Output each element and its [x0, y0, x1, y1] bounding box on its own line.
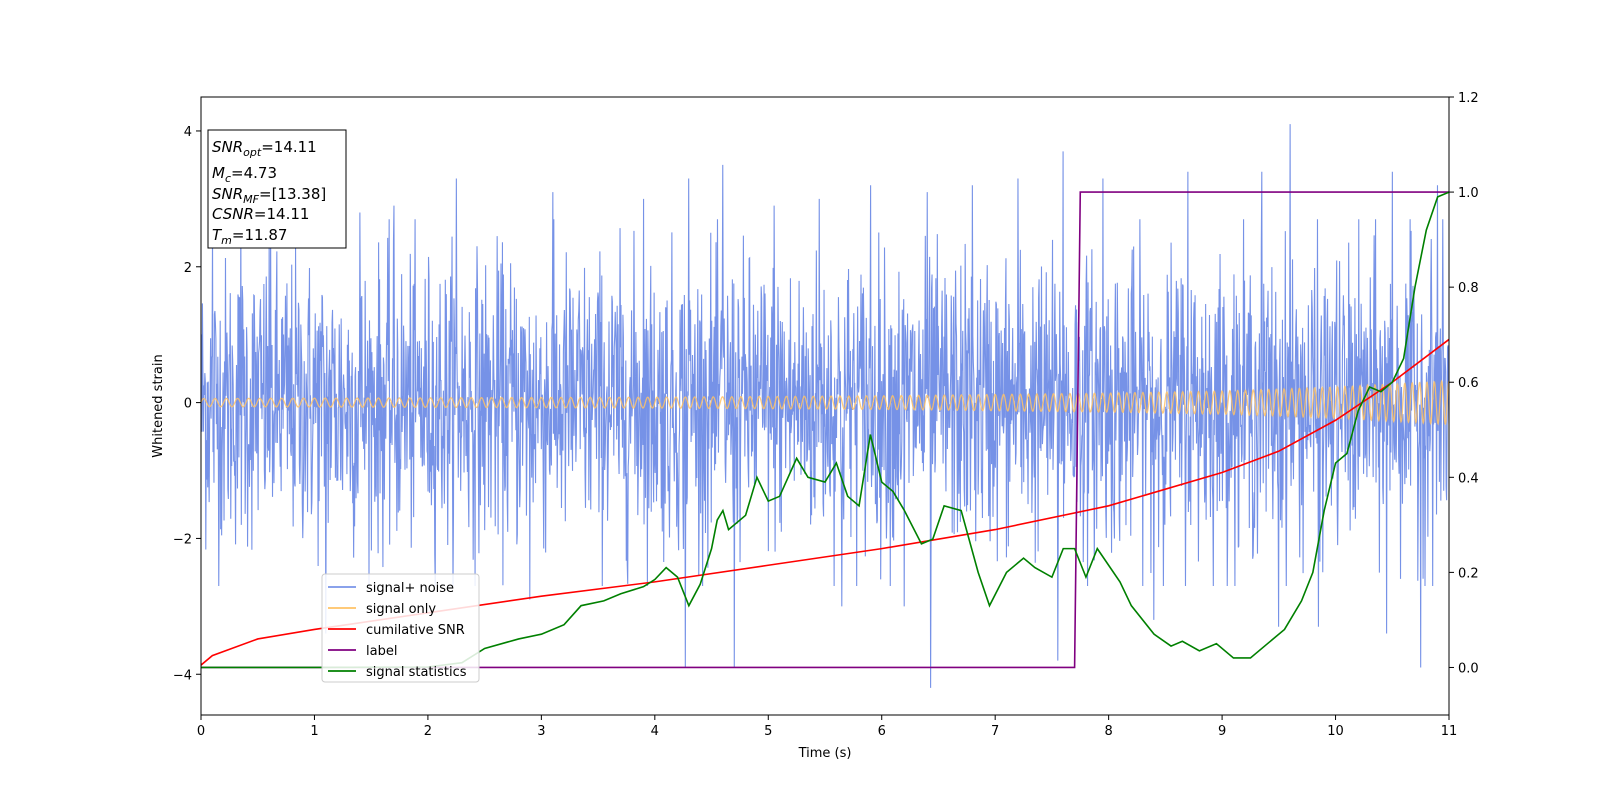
y-axis-label-left: Whitened strain — [151, 354, 166, 457]
y-tick-label-right: 0.8 — [1458, 281, 1479, 296]
legend-entry: signal+ noise — [366, 581, 454, 596]
x-tick-label: 6 — [878, 724, 886, 739]
info-mc: Mc=4.73 — [212, 164, 277, 185]
x-tick-label: 2 — [424, 724, 432, 739]
plot-frame — [200, 96, 1450, 716]
x-tick-label: 11 — [1441, 724, 1458, 739]
y-tick-label-left: 2 — [184, 261, 192, 276]
info-snr-opt: SNRopt=14.11 — [212, 138, 317, 159]
x-tick-label: 10 — [1327, 724, 1344, 739]
legend-entry: cumilative SNR — [366, 623, 465, 638]
legend: signal+ noise signal only cumilative SNR la… — [321, 573, 480, 683]
y-tick-label-right: 0.4 — [1458, 471, 1479, 486]
y-tick-label-right: 0.2 — [1458, 566, 1479, 581]
info-box: SNRopt=14.11 Mc=4.73 SNRMF=[13.38] CSNR=… — [207, 129, 347, 249]
x-tick-label: 9 — [1218, 724, 1226, 739]
x-tick-label: 8 — [1104, 724, 1112, 739]
x-axis-label: Time (s) — [798, 746, 852, 761]
x-tick-label: 0 — [197, 724, 205, 739]
y-tick-label-right: 0.0 — [1458, 661, 1479, 676]
cumulative-snr-line — [201, 338, 1449, 666]
axis-ticks: 0 1 2 3 4 5 6 7 8 9 10 11 4 2 0 −2 −4 1.2 1.0 0.8 0.6 0.4 0.2 0… — [173, 91, 1479, 739]
label-line — [201, 191, 1449, 669]
info-csnr: CSNR=14.11 — [212, 205, 309, 223]
legend-entry: signal statistics — [366, 665, 467, 680]
signal-noise-series — [201, 124, 1449, 688]
y-tick-label-left: 4 — [184, 125, 192, 140]
x-tick-label: 5 — [764, 724, 772, 739]
x-tick-label: 7 — [991, 724, 999, 739]
legend-entry: label — [366, 644, 397, 659]
info-snr-mf: SNRMF=[13.38] — [212, 185, 326, 206]
legend-frame — [321, 573, 480, 683]
signal-noise-line — [201, 124, 1449, 688]
right-axis-series — [201, 191, 1449, 669]
y-tick-label-left: 0 — [184, 397, 192, 412]
x-tick-label: 4 — [651, 724, 659, 739]
info-box-frame — [207, 129, 347, 249]
plot-area — [201, 124, 1449, 688]
x-tick-label: 1 — [310, 724, 318, 739]
info-tm: Tm=11.87 — [212, 226, 287, 247]
y-tick-label-right: 1.0 — [1458, 186, 1479, 201]
y-tick-label-left: −4 — [173, 668, 192, 683]
y-tick-label-left: −2 — [173, 532, 192, 547]
legend-entry: signal only — [366, 602, 436, 617]
signal-statistics-line — [201, 191, 1449, 669]
y-tick-label-right: 1.2 — [1458, 91, 1479, 106]
x-tick-label: 3 — [537, 724, 545, 739]
signal-only-line — [201, 379, 1449, 426]
y-tick-label-right: 0.6 — [1458, 376, 1479, 391]
signal-only-series — [201, 379, 1449, 426]
